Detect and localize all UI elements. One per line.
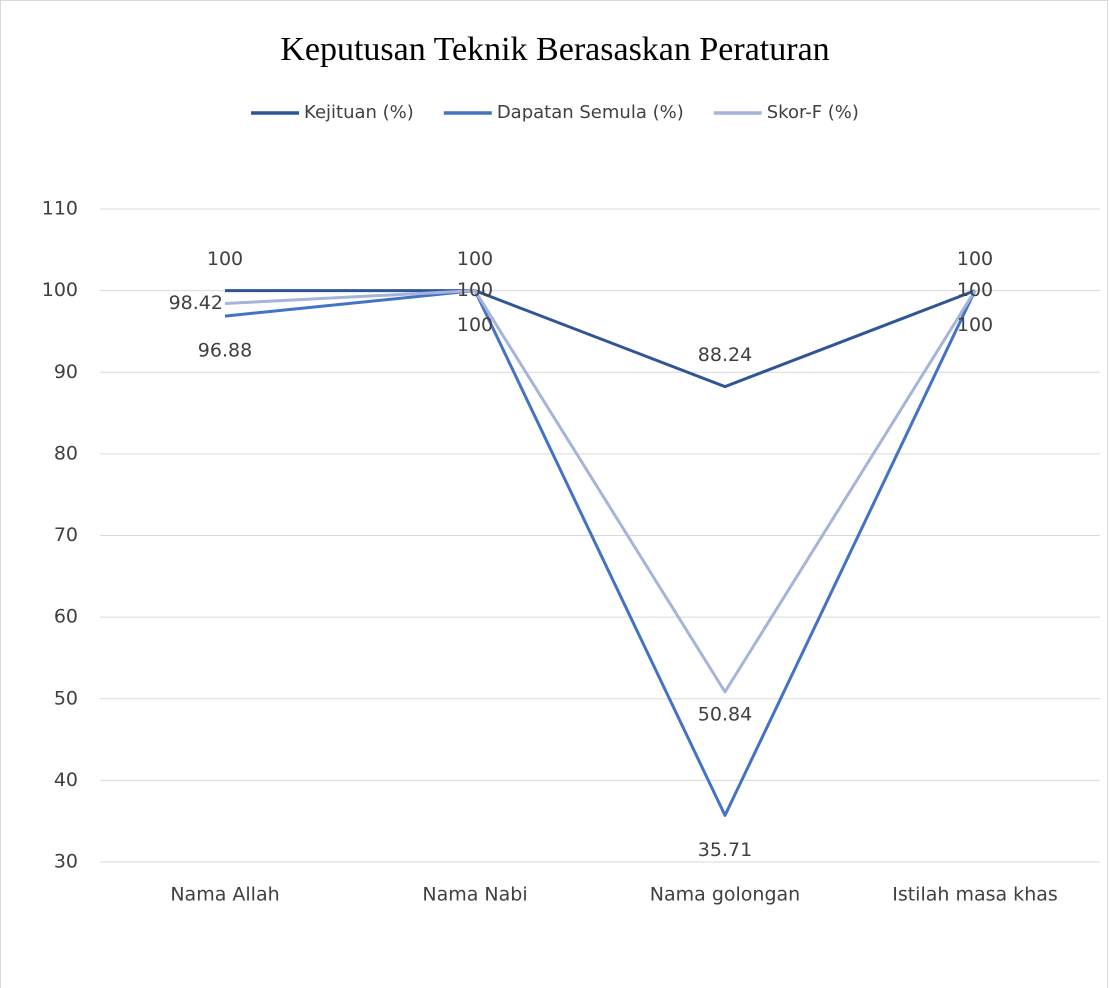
data-label: 96.88 bbox=[198, 340, 252, 362]
data-label: 100 bbox=[957, 279, 993, 301]
data-label: 100 bbox=[457, 248, 493, 270]
x-tick-label: Istilah masa khas bbox=[892, 884, 1058, 906]
series-line bbox=[224, 289, 977, 694]
data-label: 35.71 bbox=[698, 839, 752, 861]
legend-label: Skor-F (%) bbox=[767, 102, 859, 123]
data-label: 100 bbox=[457, 314, 493, 336]
y-tick-label: 30 bbox=[54, 851, 78, 873]
legend-label: Dapatan Semula (%) bbox=[497, 102, 684, 123]
data-label: 100 bbox=[957, 314, 993, 336]
data-label: 100 bbox=[957, 248, 993, 270]
y-tick-label: 110 bbox=[42, 198, 78, 220]
data-label: 100 bbox=[207, 248, 243, 270]
y-tick-label: 100 bbox=[42, 279, 78, 301]
data-label: 98.42 bbox=[169, 292, 223, 314]
series-line bbox=[225, 289, 976, 389]
x-tick-label: Nama golongan bbox=[650, 884, 800, 906]
y-tick-label: 40 bbox=[54, 769, 78, 791]
chart-title: Keputusan Teknik Berasaskan Peraturan bbox=[280, 31, 829, 68]
legend-label: Kejituan (%) bbox=[304, 102, 414, 123]
data-label: 50.84 bbox=[698, 703, 752, 725]
y-tick-label: 70 bbox=[54, 524, 78, 546]
y-tick-label: 90 bbox=[54, 361, 78, 383]
x-tick-label: Nama Allah bbox=[170, 884, 279, 906]
series-line bbox=[224, 289, 977, 817]
y-tick-label: 80 bbox=[54, 442, 78, 464]
y-tick-label: 50 bbox=[54, 687, 78, 709]
data-label: 100 bbox=[457, 279, 493, 301]
data-label: 88.24 bbox=[698, 344, 752, 366]
x-tick-label: Nama Nabi bbox=[422, 884, 527, 906]
y-tick-label: 60 bbox=[54, 606, 78, 628]
